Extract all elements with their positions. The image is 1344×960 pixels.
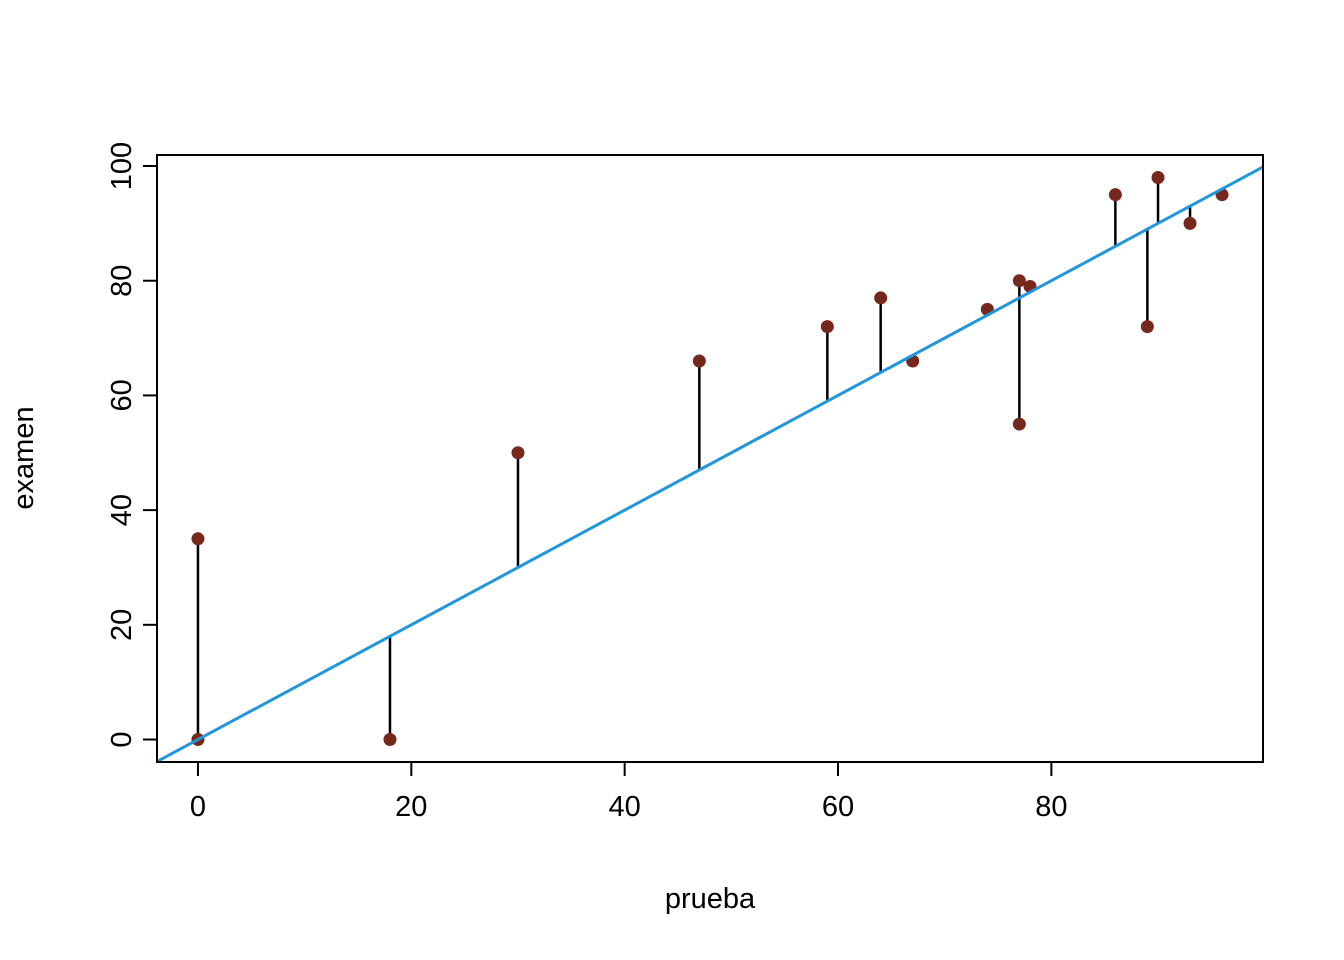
data-point — [1183, 216, 1197, 230]
y-tick-label: 0 — [106, 731, 138, 747]
data-point — [820, 320, 834, 334]
x-tick-label: 20 — [395, 791, 427, 823]
y-tick-label: 20 — [106, 609, 138, 641]
data-point — [874, 291, 888, 305]
plot-border — [156, 154, 1264, 763]
y-axis-label: examen — [8, 406, 40, 509]
y-tick-label: 60 — [106, 379, 138, 411]
y-tick-label: 40 — [106, 494, 138, 526]
data-point — [1140, 320, 1154, 334]
identity-line — [156, 165, 1264, 763]
data-point — [383, 733, 397, 747]
data-point — [1108, 188, 1122, 202]
x-tick-label: 0 — [190, 791, 206, 823]
x-tick-label: 40 — [609, 791, 641, 823]
x-axis-label: prueba — [665, 883, 756, 915]
data-point — [692, 354, 706, 368]
data-point — [191, 532, 205, 546]
x-tick-label: 80 — [1035, 791, 1067, 823]
data-point — [511, 446, 525, 460]
data-point — [1012, 417, 1026, 431]
y-tick-label: 80 — [106, 265, 138, 297]
x-tick-label: 60 — [822, 791, 854, 823]
data-point — [1012, 274, 1026, 288]
y-tick-label: 100 — [106, 142, 138, 190]
data-point — [1151, 170, 1165, 184]
